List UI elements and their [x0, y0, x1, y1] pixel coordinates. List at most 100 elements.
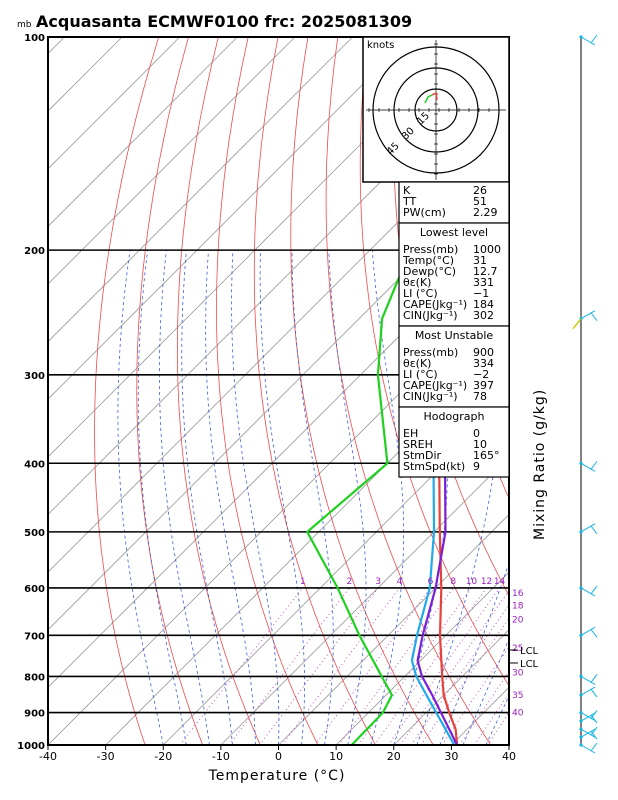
indices-value: 0: [473, 427, 480, 440]
indices-key: K: [403, 184, 411, 197]
indices-key: StmDir: [403, 449, 442, 462]
wind-barb-highlight: [572, 318, 582, 330]
indices-key: TT: [402, 195, 417, 208]
indices-section-box: [398, 325, 510, 408]
wind-barb: [580, 674, 598, 685]
indices-value: 302: [473, 309, 494, 322]
dry-adiabat-line: [325, 37, 492, 745]
pressure-tick-label: 100: [24, 33, 45, 44]
temperature-tick-label: -20: [154, 750, 172, 763]
mixing-ratio-label: 10: [466, 577, 478, 587]
indices-value: 31: [473, 254, 487, 267]
wind-barb: [580, 710, 598, 722]
indices-key: CIN(Jkg⁻¹): [403, 309, 458, 322]
isotherm-line: [335, 571, 509, 745]
indices-key: θε(K): [403, 276, 431, 289]
moist-adiabat-line: [259, 250, 305, 745]
indices-key: EH: [403, 427, 418, 440]
mixing-ratio-label: 40: [512, 709, 524, 719]
pressure-tick-label: 1000: [17, 741, 45, 752]
isotherm-lines: [48, 37, 509, 745]
hodograph-trace-high: [431, 91, 438, 101]
mixing-ratio-label: 30: [512, 669, 524, 679]
isotherm-line: [48, 37, 123, 112]
dry-adiabat-line: [94, 37, 160, 745]
mixing-ratio-label: 1: [300, 577, 306, 587]
mixing-ratio-label: 20: [512, 616, 524, 626]
indices-section-header: Most Unstable: [415, 329, 494, 342]
x-axis-title: Temperature (°C): [208, 768, 346, 784]
indices-key: CIN(Jkg⁻¹): [403, 390, 458, 403]
indices-value: 12.7: [473, 265, 498, 278]
dry-adiabat-line: [577, 37, 618, 745]
chart-title: Acquasanta ECMWF0100 frc: 2025081309: [36, 12, 412, 31]
hodograph-trace-low: [424, 94, 433, 104]
temperature-tick-label: 40: [502, 750, 516, 763]
indices-key: LI (°C): [403, 368, 438, 381]
mixing-ratio-line: [399, 589, 509, 745]
indices-value: 10: [473, 438, 487, 451]
indices-key: CAPE(Jkg⁻¹): [403, 298, 467, 311]
isotherm-line: [162, 398, 509, 745]
pressure-unit-label: mb: [17, 20, 32, 30]
indices-key: Dewp(°C): [403, 265, 456, 278]
moist-adiabat-line: [462, 638, 509, 745]
wind-barb-column: [572, 34, 598, 754]
indices-value: −1: [473, 287, 489, 300]
temperature-tick-label: -10: [212, 750, 230, 763]
wind-barb: [580, 460, 598, 472]
dry-adiabat-line: [253, 37, 376, 745]
wind-barb: [580, 742, 598, 754]
indices-key: StmSpd(kt): [403, 460, 465, 473]
dry-adiabat-line: [359, 37, 509, 687]
wind-barb: [580, 523, 598, 535]
indices-value: 9: [473, 460, 480, 473]
wind-barb: [580, 726, 598, 738]
series-line-dewpoint: [306, 89, 509, 745]
indices-value: −2: [473, 368, 489, 381]
indices-key: CAPE(Jkg⁻¹): [403, 379, 467, 392]
dry-adiabat-line: [547, 37, 618, 745]
indices-section-header: Hodograph: [424, 410, 485, 423]
mixing-ratio-line: [487, 711, 509, 745]
temperature-tick-label: 0: [275, 750, 282, 763]
moist-adiabat-line: [485, 694, 509, 745]
wind-barb: [580, 585, 598, 597]
pressure-tick-label: 600: [24, 584, 45, 595]
pressure-tick-label: 800: [24, 672, 45, 683]
pressure-tick-label: 200: [24, 246, 45, 257]
moist-adiabat-line: [181, 250, 233, 745]
isotherm-line: [48, 37, 238, 227]
indices-value: 2.29: [473, 206, 498, 219]
isotherm-line: [48, 37, 469, 458]
isotherm-line: [48, 37, 353, 343]
indices-key: θε(K): [403, 357, 431, 370]
mixing-ratio-line: [387, 587, 500, 745]
moist-adiabat-line: [117, 250, 164, 745]
indices-value: 331: [473, 276, 494, 289]
temperature-tick-label: 10: [329, 750, 343, 763]
isotherm-line: [48, 168, 509, 631]
dry-adiabat-line: [290, 37, 434, 745]
isotherm-line: [508, 744, 509, 745]
temperature-tick-label: -40: [39, 750, 57, 763]
mixing-ratio-label: 16: [512, 589, 524, 599]
mixing-ratio-label: 25: [512, 644, 523, 654]
mixing-ratio-label: 35: [512, 691, 523, 701]
isotherm-line: [48, 37, 181, 170]
indices-section-box: [398, 406, 510, 478]
indices-value: 900: [473, 346, 494, 359]
indices-value: 78: [473, 390, 487, 403]
wind-barb: [580, 686, 598, 698]
mixing-ratio-line: [228, 587, 350, 745]
moist-adiabat-line: [508, 744, 509, 745]
dry-adiabat-line: [606, 37, 618, 745]
indices-value: 397: [473, 379, 494, 392]
temperature-tick-labels: -40 -30 -20 -10 0 10 20 30 40: [39, 745, 516, 763]
isotherm-line: [48, 225, 509, 688]
moist-adiabat-line: [291, 250, 334, 745]
wind-barb: [580, 310, 598, 322]
pressure-tick-label: 300: [24, 371, 45, 382]
